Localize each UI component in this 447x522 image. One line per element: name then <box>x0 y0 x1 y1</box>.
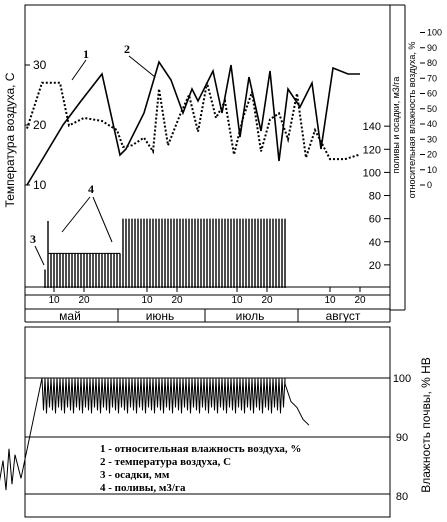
humidity-tick-label: 0 <box>427 180 432 190</box>
annotation-2: 2 <box>124 42 130 56</box>
day-tick-labels: 10 20 10 20 10 20 10 20 <box>48 287 366 306</box>
upper-lines <box>26 60 361 186</box>
day-tick-label: 10 <box>48 295 60 306</box>
soil-tick-label: 90 <box>396 432 408 444</box>
legend-item-2: 2 - температура воздуха, С <box>100 456 231 468</box>
irrigation-tick-label: 20 <box>369 260 381 272</box>
day-tick-label: 20 <box>261 295 273 306</box>
humidity-tick-label: 70 <box>427 73 437 83</box>
humidity-tick-label: 50 <box>427 104 437 114</box>
day-tick-label: 10 <box>324 295 336 306</box>
humidity-tick-label: 10 <box>427 165 437 175</box>
humidity-tick-label: 60 <box>427 89 437 99</box>
day-tick-label: 20 <box>78 295 90 306</box>
irrigation-tick-label: 60 <box>369 214 381 226</box>
temperature-tick-label: 30 <box>33 58 47 72</box>
day-tick-label: 20 <box>354 295 366 306</box>
temperature-tick-label: 10 <box>33 178 47 192</box>
day-tick-label: 10 <box>141 295 153 306</box>
irrigation-tick-label: 40 <box>369 237 381 249</box>
humidity-axis-ticks: 0 10 20 30 40 50 60 70 80 90 100 <box>420 28 442 190</box>
temperature-axis-ticks: 10 20 30 <box>25 58 47 192</box>
irrigation-axis-ticks: 20 40 60 80 100 120 140 <box>363 121 390 272</box>
irrigation-tick-label: 140 <box>363 121 381 133</box>
humidity-tick-label: 30 <box>427 134 437 144</box>
month-label-may: май <box>59 309 81 323</box>
irrigation-tick-label: 100 <box>363 167 381 179</box>
humidity-tick-label: 40 <box>427 119 437 129</box>
series-annotations: 1 2 3 4 <box>30 42 156 266</box>
legend: 1 - относительная влажность воздуха, % 2… <box>96 439 301 494</box>
legend-item-4: 4 - поливы, м3/га <box>100 482 186 494</box>
soil-moisture-axis-ticks: 80 90 100 <box>393 373 411 503</box>
day-tick-label: 10 <box>231 295 243 306</box>
month-label-august: август <box>326 309 361 323</box>
annotation-1: 1 <box>83 47 89 61</box>
soil-tick-label: 80 <box>396 491 408 503</box>
humidity-tick-label: 100 <box>427 28 442 38</box>
irrigation-tick-label: 120 <box>363 144 381 156</box>
month-label-july: июль <box>236 309 265 323</box>
month-axis: май июнь июль август <box>25 308 390 323</box>
month-label-june: июнь <box>146 309 175 323</box>
day-tick-label: 20 <box>171 295 183 306</box>
humidity-tick-label: 80 <box>427 58 437 68</box>
humidity-tick-label: 20 <box>427 150 437 160</box>
soil-moisture-line <box>0 377 310 491</box>
temperature-axis-label: Температура воздуха, С <box>3 72 17 207</box>
soil-tick-label: 100 <box>393 373 411 385</box>
series-2-line <box>26 60 360 186</box>
lower-panel-frame <box>24 326 391 518</box>
annotation-3: 3 <box>30 232 36 246</box>
annotation-4: 4 <box>88 182 94 196</box>
upper-panel-frame <box>24 4 406 322</box>
irrigation-tick-label: 80 <box>369 191 381 203</box>
series-1-line <box>26 81 361 161</box>
legend-item-3: 3 - осадки, мм <box>100 469 170 481</box>
soil-moisture-axis-label: Влажность почвы, % НВ <box>419 357 433 493</box>
humidity-axis-label: относительная влажность воздуха, % <box>407 42 417 199</box>
soil-moisture-series <box>0 377 310 491</box>
irrigation-and-precipitation-bars <box>44 218 286 288</box>
irrigation-axis-label: поливы и осадки, м3/га <box>391 77 401 174</box>
legend-item-1: 1 - относительная влажность воздуха, % <box>100 443 301 455</box>
temperature-tick-label: 20 <box>33 118 47 132</box>
humidity-tick-label: 90 <box>427 43 437 53</box>
